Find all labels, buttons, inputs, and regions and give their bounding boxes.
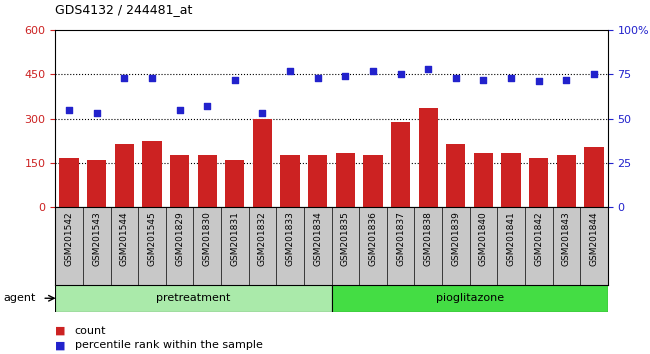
Point <box>561 77 571 82</box>
Point <box>257 110 268 116</box>
Bar <box>474 153 493 207</box>
Text: pretreatment: pretreatment <box>156 293 231 303</box>
Text: GSM201543: GSM201543 <box>92 211 101 266</box>
Bar <box>225 160 244 207</box>
Point <box>506 75 516 81</box>
Bar <box>335 153 355 207</box>
Text: GSM201841: GSM201841 <box>506 211 515 266</box>
Text: GSM201545: GSM201545 <box>148 211 157 266</box>
Point <box>589 72 599 77</box>
Bar <box>87 160 107 207</box>
Text: GSM201840: GSM201840 <box>479 211 488 266</box>
Bar <box>529 158 549 207</box>
Point <box>147 75 157 81</box>
Point <box>450 75 461 81</box>
Bar <box>142 141 162 207</box>
Point <box>534 79 544 84</box>
Text: GSM201835: GSM201835 <box>341 211 350 266</box>
Bar <box>363 155 383 207</box>
Text: percentile rank within the sample: percentile rank within the sample <box>75 340 263 350</box>
Point <box>340 73 350 79</box>
Text: GSM201843: GSM201843 <box>562 211 571 266</box>
Bar <box>55 285 332 312</box>
Text: GSM201830: GSM201830 <box>203 211 212 266</box>
Bar <box>556 155 576 207</box>
Point <box>313 75 323 81</box>
Point <box>92 110 102 116</box>
Text: GSM201844: GSM201844 <box>590 211 599 266</box>
Bar <box>114 144 134 207</box>
Bar <box>419 108 438 207</box>
Text: GSM201839: GSM201839 <box>451 211 460 266</box>
Text: GSM201542: GSM201542 <box>64 211 73 266</box>
Bar <box>391 121 410 207</box>
Text: ■: ■ <box>55 340 66 350</box>
Bar <box>170 155 189 207</box>
Text: GSM201829: GSM201829 <box>175 211 184 266</box>
Point <box>64 107 74 113</box>
Point <box>423 66 434 72</box>
Bar <box>198 155 217 207</box>
Text: GSM201544: GSM201544 <box>120 211 129 266</box>
Point <box>119 75 129 81</box>
Point <box>478 77 489 82</box>
Bar <box>308 155 328 207</box>
Text: GSM201836: GSM201836 <box>369 211 378 266</box>
Text: ■: ■ <box>55 326 66 336</box>
Text: GSM201838: GSM201838 <box>424 211 433 266</box>
Point <box>174 107 185 113</box>
Text: GSM201831: GSM201831 <box>230 211 239 266</box>
Text: pioglitazone: pioglitazone <box>436 293 504 303</box>
Bar <box>59 158 79 207</box>
Point <box>368 68 378 74</box>
Bar <box>280 155 300 207</box>
Text: GSM201833: GSM201833 <box>285 211 294 266</box>
Bar <box>446 144 465 207</box>
Bar <box>584 147 604 207</box>
Text: agent: agent <box>3 293 36 303</box>
Text: GSM201832: GSM201832 <box>258 211 267 266</box>
Text: GSM201834: GSM201834 <box>313 211 322 266</box>
Point <box>285 68 295 74</box>
Text: GSM201842: GSM201842 <box>534 211 543 266</box>
Bar <box>332 285 608 312</box>
Bar <box>253 119 272 207</box>
Text: count: count <box>75 326 106 336</box>
Point <box>202 103 213 109</box>
Bar <box>501 153 521 207</box>
Point <box>229 77 240 82</box>
Point <box>395 72 406 77</box>
Text: GSM201837: GSM201837 <box>396 211 405 266</box>
Text: GDS4132 / 244481_at: GDS4132 / 244481_at <box>55 3 192 16</box>
